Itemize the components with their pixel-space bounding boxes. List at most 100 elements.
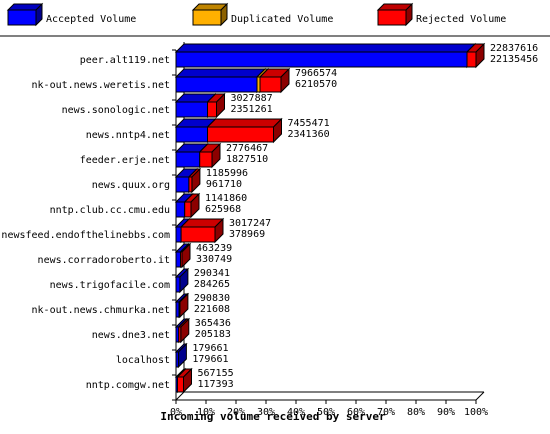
- accepted-volume-label-news-nntp4-net: 2341360: [288, 129, 330, 140]
- total-volume-label-news-dne3-net: 365436: [195, 318, 231, 329]
- x-tick-label: 10%: [197, 407, 215, 418]
- accepted-volume-label-newsfeed-endofthelinebbs-com: 378969: [229, 229, 265, 240]
- category-label-news-quux-org: news.quux.org: [92, 180, 170, 191]
- category-label-nntp-club-cc-cmu-edu: nntp.club.cc.cmu.edu: [50, 205, 170, 216]
- legend-swatch-rejected-volume: [377, 9, 407, 26]
- accepted-volume-label-nk-out-news-chmurka-net: 221608: [194, 304, 230, 315]
- bar-rejected-volume-nntp-club-cc-cmu-edu-front: [184, 201, 192, 218]
- bar-accepted-volume-localhost-front: [175, 351, 179, 368]
- total-volume-label-nntp-club-cc-cmu-edu: 1141860: [205, 193, 247, 204]
- bar-accepted-volume-news-quux-org-front: [175, 176, 190, 193]
- accepted-volume-label-feeder-erje-net: 1827510: [226, 154, 268, 165]
- accepted-volume-label-nntp-club-cc-cmu-edu: 625968: [205, 204, 241, 215]
- accepted-volume-label-news-sonologic-net: 2351261: [231, 104, 273, 115]
- bar-accepted-volume-newsfeed-endofthelinebbs-com-front: [175, 226, 182, 243]
- accepted-volume-label-nntp-comgw-net: 117393: [198, 379, 234, 390]
- category-label-newsfeed-endofthelinebbs-com: newsfeed.endofthelinebbs.com: [1, 230, 170, 241]
- total-volume-label-nk-out-news-chmurka-net: 290830: [194, 293, 230, 304]
- total-volume-label-news-sonologic-net: 3027887: [231, 93, 273, 104]
- category-label-nk-out-news-chmurka-net: nk-out.news.chmurka.net: [32, 305, 170, 316]
- bar-accepted-volume-news-trigofacile-com: [174, 267, 190, 294]
- bar-rejected-volume-feeder-erje-net: [198, 142, 222, 169]
- x-tick-label: 70%: [377, 407, 395, 418]
- bar-rejected-volume-feeder-erje-net-front: [199, 151, 213, 168]
- bar-rejected-volume-news-quux-org-front: [188, 176, 193, 193]
- x-tick-label: 0%: [170, 407, 182, 418]
- bar-accepted-volume-nk-out-news-weretis-net-front: [175, 76, 258, 93]
- total-volume-label-news-quux-org: 1185996: [206, 168, 248, 179]
- x-tick-label: 40%: [287, 407, 305, 418]
- category-label-nntp-comgw-net: nntp.comgw.net: [86, 380, 170, 391]
- bar-rejected-volume-news-nntp4-net-top: [206, 118, 283, 128]
- category-label-peer-alt119-net: peer.alt119.net: [80, 55, 170, 66]
- legend-label-accepted-volume: Accepted Volume: [46, 14, 136, 25]
- bar-accepted-volume-nntp-club-cc-cmu-edu-front: [175, 201, 186, 218]
- bar-accepted-volume-nk-out-news-weretis-net-top: [174, 68, 267, 78]
- x-tick-label: 100%: [464, 407, 488, 418]
- bar-rejected-volume-nk-out-news-weretis-net: [258, 67, 291, 94]
- bar-rejected-volume-news-corradoroberto-it: [179, 242, 192, 269]
- bar-rejected-volume-news-nntp4-net: [206, 117, 283, 144]
- bar-rejected-volume-news-dne3-net: [177, 317, 191, 344]
- bar-rejected-volume-news-sonologic-net-front: [207, 101, 217, 118]
- bar-rejected-volume-peer-alt119-net: [465, 42, 486, 69]
- bar-rejected-volume-nntp-comgw-net: [176, 367, 193, 394]
- floor-edge-right: [475, 391, 485, 401]
- floor-edge-left: [175, 391, 185, 401]
- bar-accepted-volume-news-nntp4-net-front: [175, 126, 208, 143]
- bar-accepted-volume-peer-alt119-net-top: [174, 43, 477, 53]
- x-axis-label: Incoming volume received by server: [160, 410, 386, 423]
- total-volume-label-news-nntp4-net: 7455471: [288, 118, 330, 129]
- x-tick-label: 80%: [407, 407, 425, 418]
- x-tick-label: 20%: [227, 407, 245, 418]
- bar-accepted-volume-peer-alt119-net-front: [175, 51, 468, 68]
- bar-accepted-volume-peer-alt119-net: [174, 42, 477, 69]
- x-tick-label: 50%: [317, 407, 335, 418]
- category-label-news-sonologic-net: news.sonologic.net: [62, 105, 170, 116]
- category-label-news-nntp4-net: news.nntp4.net: [86, 130, 170, 141]
- bar-accepted-volume-news-nntp4-net: [174, 117, 217, 144]
- total-volume-label-news-trigofacile-com: 290341: [194, 268, 230, 279]
- accepted-volume-label-news-corradoroberto-it: 330749: [196, 254, 232, 265]
- accepted-volume-label-peer-alt119-net: 22135456: [490, 54, 538, 65]
- total-volume-label-feeder-erje-net: 2776467: [226, 143, 268, 154]
- bar-rejected-volume-nntp-club-cc-cmu-edu: [183, 192, 201, 219]
- bar-rejected-volume-nk-out-news-weretis-net-front: [259, 76, 282, 93]
- total-volume-label-nk-out-news-weretis-net: 7966574: [295, 68, 337, 79]
- legend-label-rejected-volume: Rejected Volume: [416, 14, 506, 25]
- legend: Accepted Volume Duplicated Volume Rejected…: [6, 2, 506, 27]
- category-label-news-dne3-net: news.dne3.net: [92, 330, 170, 341]
- bar-rejected-volume-newsfeed-endofthelinebbs-com: [179, 217, 225, 244]
- bar-rejected-volume-news-corradoroberto-it-front: [180, 251, 183, 268]
- accepted-volume-label-localhost: 179661: [192, 354, 228, 365]
- accepted-volume-label-news-trigofacile-com: 284265: [194, 279, 230, 290]
- bar-rejected-volume-nntp-comgw-net-front: [177, 376, 184, 393]
- category-label-localhost: localhost: [116, 355, 170, 366]
- legend-swatch-duplicated-volume: [192, 9, 222, 26]
- bar-accepted-volume-news-trigofacile-com-front: [175, 276, 181, 293]
- total-volume-label-localhost: 179661: [192, 343, 228, 354]
- bar-rejected-volume-news-nntp4-net-front: [207, 126, 274, 143]
- legend-swatch-accepted-volume: [7, 9, 37, 26]
- category-label-feeder-erje-net: feeder.erje.net: [80, 155, 170, 166]
- x-tick-label: 60%: [347, 407, 365, 418]
- bar-accepted-volume-feeder-erje-net-front: [175, 151, 201, 168]
- accepted-volume-label-news-dne3-net: 205183: [195, 329, 231, 340]
- x-tick-label: 30%: [257, 407, 275, 418]
- bar-accepted-volume-news-corradoroberto-it-front: [175, 251, 181, 268]
- total-volume-label-nntp-comgw-net: 567155: [198, 368, 234, 379]
- bar-rejected-volume-nk-out-news-chmurka-net-front: [178, 301, 181, 318]
- bar-rejected-volume-nk-out-news-chmurka-net: [177, 292, 190, 319]
- category-label-news-corradoroberto-it: news.corradoroberto.it: [38, 255, 170, 266]
- bar-accepted-volume-news-sonologic-net-front: [175, 101, 208, 118]
- legend-label-duplicated-volume: Duplicated Volume: [231, 14, 333, 25]
- total-volume-label-peer-alt119-net: 22837616: [490, 43, 538, 54]
- bar-accepted-volume-localhost: [174, 342, 188, 369]
- total-volume-label-news-corradoroberto-it: 463239: [196, 243, 232, 254]
- bar-rejected-volume-news-quux-org: [187, 167, 202, 194]
- total-volume-label-newsfeed-endofthelinebbs-com: 3017247: [229, 218, 271, 229]
- bars: [174, 42, 486, 394]
- bar-rejected-volume-newsfeed-endofthelinebbs-com-front: [180, 226, 216, 243]
